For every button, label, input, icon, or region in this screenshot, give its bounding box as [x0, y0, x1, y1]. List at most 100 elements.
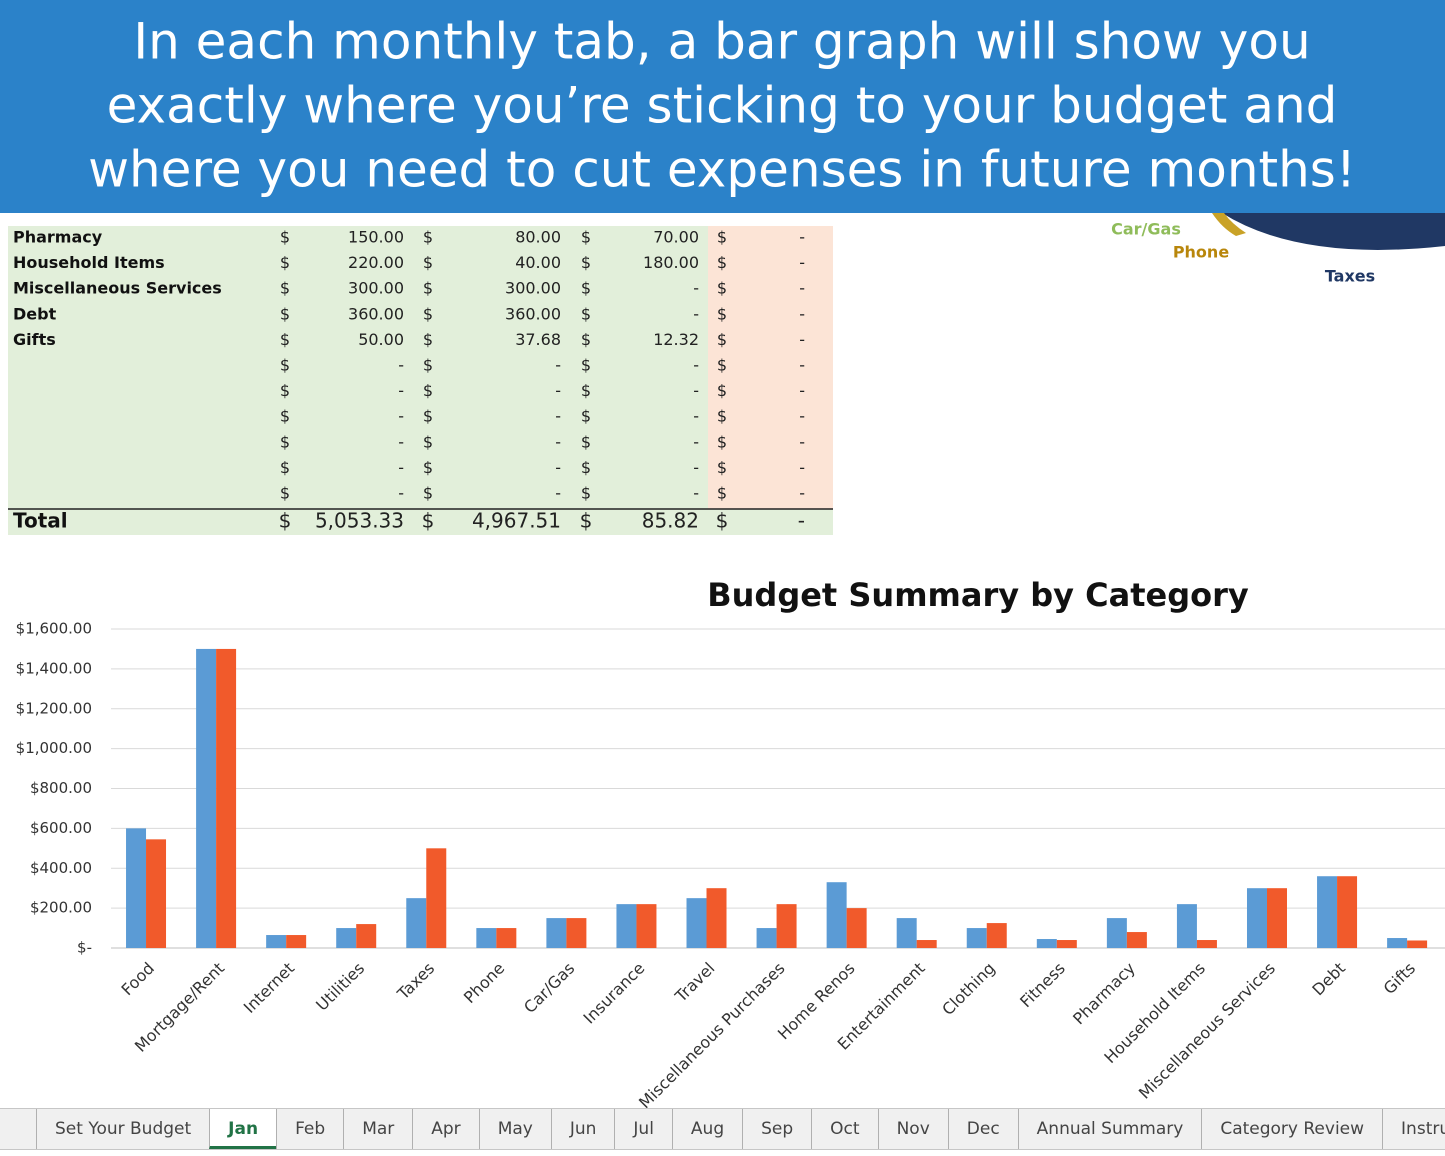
bar [966, 928, 987, 948]
cell: 360.00 [348, 304, 404, 323]
sheet-tab[interactable]: Mar [343, 1109, 412, 1149]
y-tick-label: $1,400.00 [16, 659, 92, 677]
bar [1317, 876, 1338, 948]
bar [1056, 940, 1077, 948]
x-tick-label: Pharmacy [1069, 959, 1139, 1029]
sheet-tab[interactable]: Nov [877, 1109, 948, 1149]
cell: - [693, 381, 699, 400]
sheet-tab[interactable]: Jul [614, 1109, 672, 1149]
bar [546, 918, 567, 948]
y-tick-label: $- [77, 939, 92, 957]
currency: $ [423, 228, 433, 247]
cell: - [693, 304, 699, 323]
x-tick-label: Internet [240, 959, 298, 1017]
cell: - [798, 509, 805, 533]
y-tick-label: $200.00 [30, 899, 92, 917]
currency: $ [581, 381, 591, 400]
currency: $ [716, 509, 729, 533]
currency: $ [423, 356, 433, 375]
cell: 37.68 [515, 330, 561, 349]
currency: $ [423, 484, 433, 503]
row-label: Debt [13, 304, 57, 323]
cell: 300.00 [348, 279, 404, 298]
sheet-tab[interactable]: Sep [742, 1109, 811, 1149]
currency: $ [280, 330, 290, 349]
bar [266, 935, 287, 948]
currency: $ [280, 356, 290, 375]
cell: - [398, 407, 404, 426]
bar [986, 923, 1007, 948]
currency: $ [279, 509, 292, 533]
currency: $ [717, 484, 727, 503]
currency: $ [423, 304, 433, 323]
sheet-tab[interactable]: Category Review [1201, 1109, 1382, 1149]
currency: $ [717, 253, 727, 272]
currency: $ [280, 279, 290, 298]
row-label: Miscellaneous Services [13, 279, 222, 298]
currency: $ [581, 356, 591, 375]
currency: $ [581, 228, 591, 247]
cell: - [555, 458, 561, 477]
sheet-tab[interactable]: May [478, 1109, 551, 1149]
currency: $ [580, 509, 593, 533]
bar [566, 918, 587, 948]
bar [286, 935, 307, 948]
sheet-tab[interactable]: Instructions [1382, 1109, 1445, 1149]
x-tick-label: Utilities [312, 959, 368, 1015]
currency: $ [423, 330, 433, 349]
pie-fragment [1212, 213, 1246, 236]
cell: - [799, 407, 805, 426]
cell: - [693, 484, 699, 503]
total-label: Total [13, 509, 68, 533]
cell: 4,967.51 [472, 509, 561, 533]
cell: - [693, 458, 699, 477]
bar [336, 928, 357, 948]
currency: $ [581, 330, 591, 349]
currency: $ [581, 458, 591, 477]
sheet-tab[interactable]: Dec [947, 1109, 1018, 1149]
bar [706, 888, 727, 948]
bar [896, 918, 917, 948]
cell: 85.82 [642, 509, 699, 533]
bar [686, 898, 707, 948]
sheet-tab[interactable]: Feb [276, 1109, 343, 1149]
x-tick-label: Fitness [1016, 959, 1069, 1012]
currency: $ [423, 279, 433, 298]
x-tick-label: Insurance [580, 959, 649, 1028]
currency: $ [581, 279, 591, 298]
cell: - [799, 381, 805, 400]
x-tick-label: Miscellaneous Purchases [635, 959, 789, 1108]
sheet-tab[interactable]: Jun [550, 1109, 615, 1149]
y-tick-label: $1,200.00 [16, 699, 92, 717]
cell: 80.00 [515, 228, 561, 247]
pie-fragment [1222, 213, 1445, 250]
y-tick-label: $1,000.00 [16, 739, 92, 757]
currency: $ [717, 279, 727, 298]
bar [756, 928, 777, 948]
sheet-tab[interactable]: Annual Summary [1017, 1109, 1202, 1149]
cell: - [398, 432, 404, 451]
currency: $ [717, 330, 727, 349]
cell: - [799, 432, 805, 451]
cell: 70.00 [653, 228, 699, 247]
y-tick-label: $600.00 [30, 819, 92, 837]
cell: - [398, 458, 404, 477]
sheet-tab[interactable]: Jan [209, 1109, 277, 1149]
x-tick-label: Food [117, 959, 158, 1000]
cell: - [555, 432, 561, 451]
bar [1126, 932, 1147, 948]
sheet-tab[interactable]: Oct [811, 1109, 877, 1149]
bar [1337, 876, 1358, 948]
row-label: Gifts [13, 330, 56, 349]
cell: - [693, 356, 699, 375]
cell: 50.00 [358, 330, 404, 349]
table-bg [8, 226, 833, 535]
cell: - [398, 356, 404, 375]
sheet-tab[interactable]: Set Your Budget [36, 1109, 209, 1149]
pie-label: Phone [1173, 243, 1230, 262]
cell: 220.00 [348, 253, 404, 272]
cell: - [799, 279, 805, 298]
sheet-tab[interactable]: Aug [671, 1109, 742, 1149]
sheet-tab[interactable]: Apr [412, 1109, 478, 1149]
